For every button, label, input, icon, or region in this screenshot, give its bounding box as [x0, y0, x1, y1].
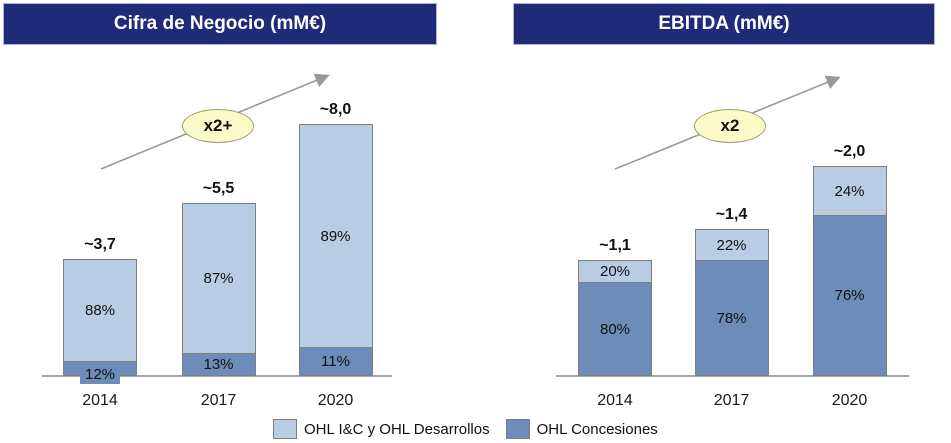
percent-label: 24% [834, 182, 865, 200]
year-label: 2017 [713, 392, 750, 409]
segment-light: 22% [694, 229, 769, 261]
year-label: 2017 [200, 392, 237, 409]
percent-label-boxed: 12% [80, 364, 120, 384]
bar-2014: 20% 80% [578, 260, 652, 376]
year-label: 2020 [831, 392, 868, 409]
bar-2020: 24% 76% [812, 166, 887, 376]
legend-swatch-ohl-concesiones [505, 419, 530, 439]
growth-multiplier-badge-left: x2+ [182, 109, 254, 143]
percent-label: 20% [599, 263, 631, 280]
percent-label: 80% [599, 320, 631, 338]
percent-label: 76% [834, 287, 865, 304]
legend-label-ohl-iyc-desarrollos: OHL I&C y OHL Desarrollos [304, 420, 490, 438]
bar-2020: 89% 11% [298, 124, 373, 376]
x-axis-right [556, 375, 909, 377]
segment-light: 87% [181, 203, 256, 354]
bar-2014: 88% [63, 259, 137, 376]
chart-title-cifra-de-negocio: Cifra de Negocio (mM€) [3, 3, 437, 45]
total-label: ~3,7 [84, 236, 116, 253]
total-label: ~1,4 [715, 206, 748, 223]
segment-light: 20% [578, 260, 652, 283]
percent-label: 13% [203, 356, 234, 373]
x-axis-left [42, 375, 392, 377]
percent-label: 88% [84, 302, 116, 319]
year-label: 2014 [82, 392, 118, 409]
segment-dark: 76% [812, 216, 887, 376]
segment-light: 89% [298, 124, 373, 348]
percent-label: 11% [321, 353, 350, 370]
segment-dark [63, 362, 137, 376]
segment-dark: 78% [694, 261, 769, 376]
segment-dark: 11% [298, 348, 373, 376]
chart-title-ebitda: EBITDA (mM€) [513, 3, 935, 45]
segment-light: 24% [812, 166, 887, 216]
total-label: ~1,1 [599, 237, 631, 254]
percent-label: 87% [203, 270, 234, 287]
segment-dark: 13% [181, 354, 256, 376]
legend-swatch-ohl-iyc-desarrollos [273, 419, 297, 439]
total-label: ~2,0 [833, 143, 866, 160]
total-label: ~8,0 [319, 101, 352, 118]
year-label: 2020 [317, 392, 354, 409]
percent-label: 89% [320, 227, 351, 245]
percent-label: 22% [716, 236, 747, 254]
bar-2017: 22% 78% [694, 229, 769, 376]
segment-dark: 80% [578, 283, 652, 376]
growth-multiplier-badge-right: x2 [694, 109, 766, 143]
percent-label: 78% [716, 309, 747, 327]
total-label: ~5,5 [202, 180, 235, 197]
year-label: 2014 [597, 392, 633, 409]
bar-2017: 87% 13% [181, 203, 256, 376]
legend-label-ohl-concesiones: OHL Concesiones [536, 420, 658, 438]
segment-light: 88% [63, 259, 137, 362]
legend: OHL I&C y OHL Desarrollos OHL Concesione… [273, 419, 658, 439]
